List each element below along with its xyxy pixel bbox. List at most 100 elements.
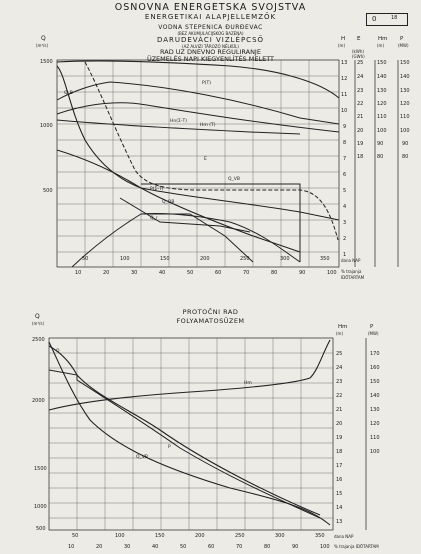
bottom-H-tick: 21 <box>336 407 342 413</box>
bottom-chart-frame <box>48 337 334 531</box>
top-xpct: 10 <box>75 270 81 276</box>
top-Hm-unit: (m) <box>377 43 384 48</box>
top-H-tick: 13 <box>341 60 347 66</box>
top-P-tick: 130 <box>400 88 410 94</box>
top-H-label: H <box>341 36 345 42</box>
bottom-xpct: 70 <box>236 544 242 550</box>
bottom-ytick: 500 <box>36 526 46 532</box>
top-xpct: 30 <box>131 270 137 276</box>
top-H-tick: 4 <box>343 204 346 210</box>
bottom-xday: 150 <box>155 533 165 539</box>
top-P-tick: 90 <box>402 141 408 147</box>
bottom-axis-Q-label: Q <box>35 313 40 320</box>
top-E-tick: 21 <box>357 114 363 120</box>
bottom-P-label: P <box>370 324 374 330</box>
top-E-tick: 18 <box>357 154 363 160</box>
curve-bottom-Q-VB <box>48 369 321 519</box>
top-Hm-tick: 110 <box>377 114 387 120</box>
bottom-H-label: Hm <box>338 324 348 330</box>
top-H-ticks: 13 12 11 10 9 8 7 6 5 4 3 2 1 <box>341 60 347 258</box>
label-Q-OB: Q_OB <box>162 199 174 205</box>
top-Hm-tick: 150 <box>377 60 387 66</box>
title-line-4: (BEZ AKUMULACIJSKOG BAZENA) <box>177 31 244 36</box>
top-xpct: 80 <box>271 270 277 276</box>
label-Q-VB: Q_VB <box>228 176 240 182</box>
top-H-unit: (m) <box>338 43 345 48</box>
top-ytick-1500: 1500 <box>40 59 53 65</box>
curve-E <box>56 102 340 133</box>
title-line-8: ÜZEMELÉS NAPI KIEGYENLÍTÉS MELETT <box>146 55 275 63</box>
bottom-xday: 300 <box>275 533 285 539</box>
label-Q-r: Q_r <box>150 215 158 221</box>
bottom-xday-label: dana NAP <box>334 534 354 539</box>
page-note: 18 <box>391 15 398 21</box>
label-Hm-T: Hm (T) <box>200 122 216 128</box>
label-bottom-Q-VB: Q_VB <box>136 454 148 460</box>
curve-bottom-Q <box>48 341 331 526</box>
top-xpct: 20 <box>103 270 109 276</box>
top-xpct: 50 <box>187 270 193 276</box>
top-E-unit2: (GWh) <box>352 54 365 59</box>
label-E: E <box>204 156 207 162</box>
bottom-H-tick: 23 <box>336 379 342 385</box>
top-E-tick: 24 <box>357 74 363 80</box>
label-bottom-Q: Q <box>56 348 60 354</box>
middle-title-line-2: FOLYAMATOSÜZEM <box>176 317 245 325</box>
top-E-tick: 22 <box>357 101 363 107</box>
top-xpct-label: % trajanja <box>341 269 362 274</box>
top-xpct: 90 <box>299 270 305 276</box>
top-H-tick: 3 <box>343 220 346 226</box>
bottom-xpct: 40 <box>152 544 158 550</box>
bottom-H-tick: 20 <box>336 421 342 427</box>
bottom-P-tick: 140 <box>370 393 380 399</box>
top-E-tick: 20 <box>357 128 363 134</box>
bottom-xday: 250 <box>235 533 245 539</box>
top-Hm-tick: 140 <box>377 74 387 80</box>
bottom-xpct: 60 <box>208 544 214 550</box>
curve-Q-r <box>71 212 301 268</box>
bottom-H-tick: 15 <box>336 491 342 497</box>
top-xday: 200 <box>200 256 210 262</box>
top-H-tick: 6 <box>343 172 346 178</box>
bottom-xday: 350 <box>315 533 325 539</box>
bottom-H-tick: 17 <box>336 463 342 469</box>
top-P-label: P <box>400 36 404 42</box>
top-E-tick: 25 <box>357 60 363 66</box>
bottom-grid-horizontal <box>49 352 333 519</box>
top-P-tick: 100 <box>400 128 410 134</box>
top-P-unit: (MW) <box>398 43 409 48</box>
bottom-P-tick: 160 <box>370 365 380 371</box>
top-xday: 300 <box>280 256 290 262</box>
top-xpct: 70 <box>243 270 249 276</box>
top-xpct-label2: IDŐTARTAM <box>341 275 365 280</box>
top-xday-label: dana NAP <box>341 258 361 263</box>
bottom-ytick: 1000 <box>34 504 47 510</box>
top-H-tick: 10 <box>341 108 347 114</box>
middle-title-line-1: PROTOČNI RAD <box>182 308 239 316</box>
top-xpct: 60 <box>215 270 221 276</box>
top-P-tick: 140 <box>400 74 410 80</box>
curve-bottom-Hm <box>48 339 331 411</box>
bottom-ytick: 2000 <box>32 398 45 404</box>
bottom-xpct: 50 <box>180 544 186 550</box>
bottom-H-tick: 24 <box>336 365 342 371</box>
bottom-P-tick: 150 <box>370 379 380 385</box>
top-grid-vertical <box>84 60 310 267</box>
label-P-T: P(T) <box>202 80 211 86</box>
label-Hn: Hn(Σ-T) <box>170 118 187 124</box>
bottom-axis-Q-unit: (m³/s) <box>32 321 44 326</box>
top-axis-Q-unit: (m³/s) <box>36 43 48 48</box>
top-axis-Q-label: Q <box>41 35 46 42</box>
page-number: 0 <box>372 15 377 23</box>
curve-bottom-P <box>48 345 321 516</box>
bottom-xday: 100 <box>115 533 125 539</box>
top-H-tick: 12 <box>341 76 347 82</box>
bottom-H-tick: 18 <box>336 449 342 455</box>
bottom-ytick: 2500 <box>32 337 45 343</box>
top-Hm-tick: 80 <box>377 154 383 160</box>
title-line-5: DARUDEVÁCI VIZLÉPCSŐ <box>156 36 265 44</box>
bottom-xpct: 100 <box>320 544 330 550</box>
bottom-H-tick: 16 <box>336 477 342 483</box>
bottom-xday: 50 <box>72 533 78 539</box>
